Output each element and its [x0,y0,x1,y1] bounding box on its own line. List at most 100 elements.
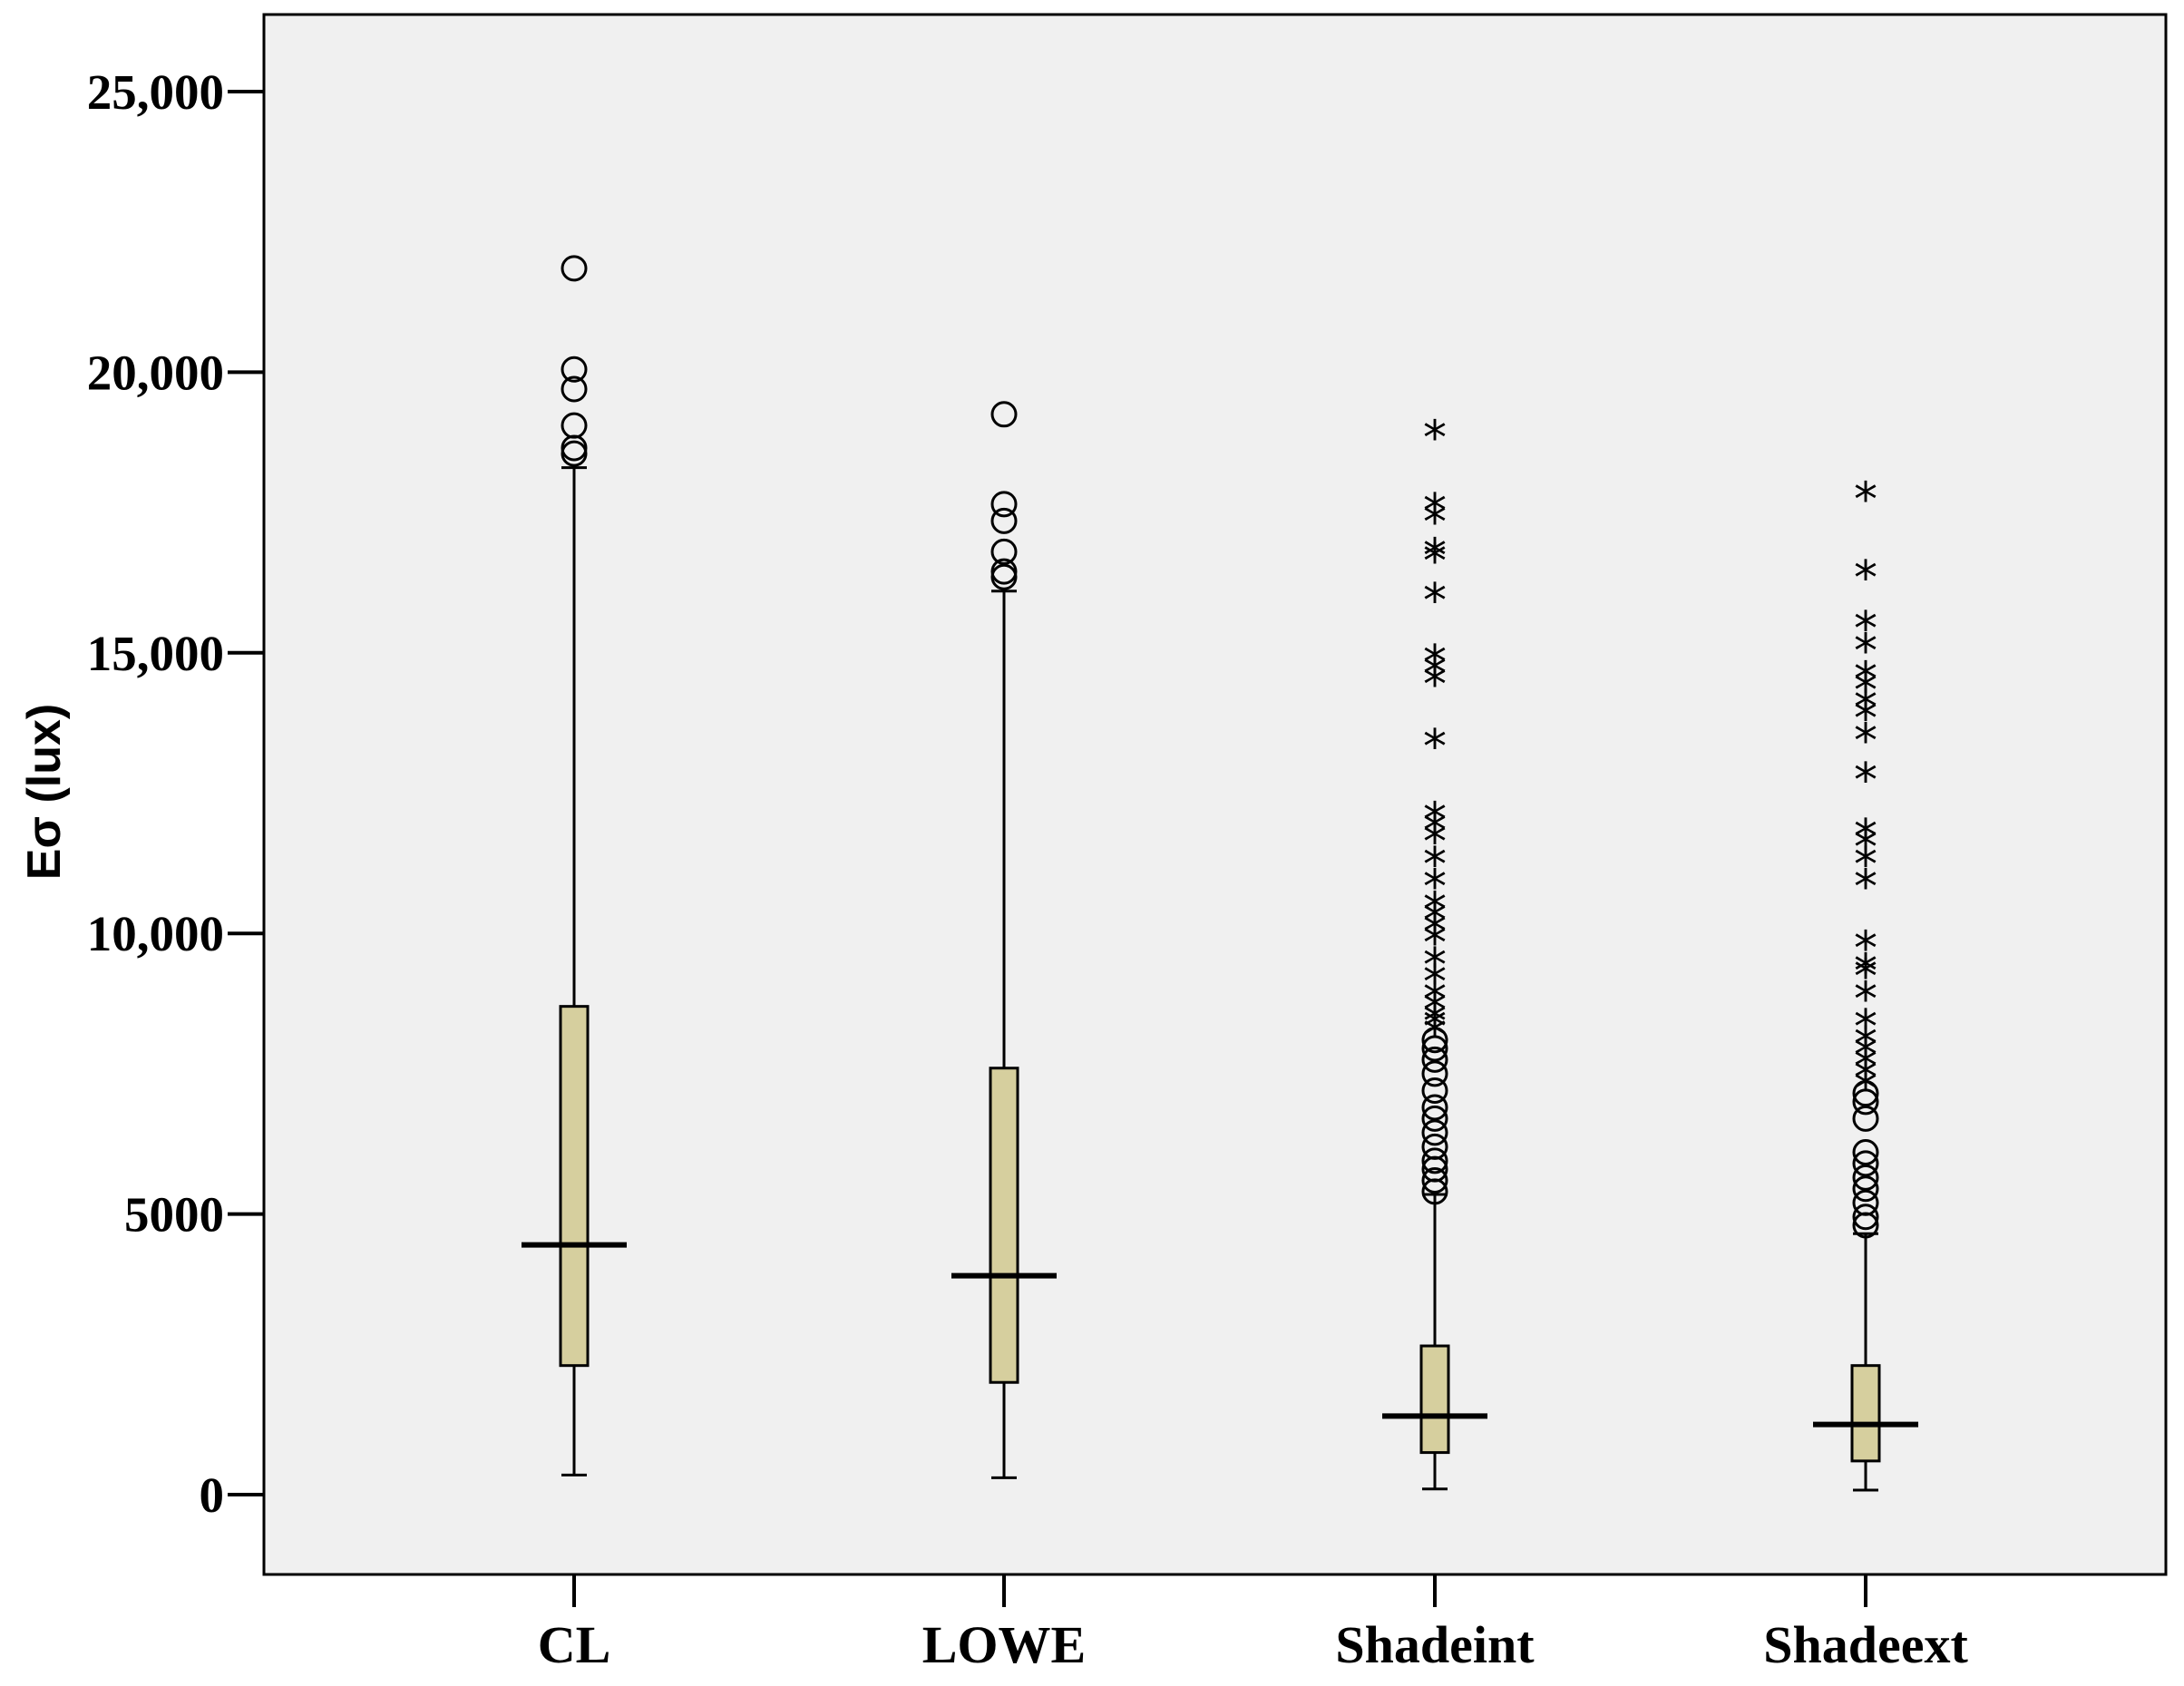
y-axis: 0 5000 10,000 15,000 20,000 25,000 [87,64,264,1523]
outlier-point [1852,1105,1879,1132]
extreme-point: * [1854,602,1877,657]
outlier-point [1852,1204,1879,1231]
extreme-point: * [1423,861,1447,915]
outlier-point [1421,1105,1448,1132]
extreme-point: * [1423,882,1447,937]
x-tick-label: CL [538,1615,611,1674]
extreme-point: * [1423,939,1447,993]
extreme-point: * [1423,529,1447,583]
outlier-point [561,440,588,467]
outlier-point [1421,1166,1448,1194]
extreme-point: * [1423,411,1447,465]
x-axis: CL LOWE Shadeint Shadeext [538,1574,1968,1674]
extreme-point: * [1854,1040,1877,1095]
extreme-point: * [1854,810,1877,864]
extreme-point: * [1423,956,1447,1010]
outlier-point [561,356,588,383]
outlier-point [1852,1139,1879,1166]
extreme-point: * [1423,838,1447,892]
outlier-point [1421,1046,1448,1073]
extreme-point: * [1423,1009,1447,1063]
extreme-point: * [1854,664,1877,718]
extreme-point: * [1854,473,1877,528]
outlier-point [1852,1164,1879,1191]
extreme-point: * [1423,905,1447,960]
extreme-point: * [1423,804,1447,859]
extreme-point: * [1854,944,1877,999]
extreme-point: * [1854,838,1877,892]
outlier-point [1852,1080,1879,1107]
extreme-point: * [1423,574,1447,629]
extreme-point: * [1423,815,1447,870]
plot-area [262,13,2168,1576]
extreme-point: * [1423,894,1447,949]
extreme-point: * [1854,922,1877,977]
outlier-point [1852,1189,1879,1216]
extreme-point: * [1854,754,1877,808]
box-lowe [951,401,1057,1479]
extreme-point: * [1854,625,1877,679]
outlier-point [1421,1035,1448,1062]
iqr-box [559,1005,590,1368]
y-tick-label: 10,000 [87,906,224,961]
extreme-point: * [1423,720,1447,775]
extreme-point: * [1423,995,1447,1049]
extreme-point: * [1854,1051,1877,1106]
extreme-point: * [1854,861,1877,915]
x-tick-label: LOWE [922,1615,1087,1674]
outlier-point [1852,1175,1879,1203]
outlier-point [1852,1150,1879,1177]
outlier-point [1421,1094,1448,1121]
extreme-point: * [1423,984,1447,1038]
extreme-point: * [1854,551,1877,606]
outlier-point [561,375,588,403]
outlier-point [990,563,1018,590]
extreme-point: * [1423,535,1447,590]
extreme-point: * [1854,1028,1877,1083]
extreme-point: * [1423,484,1447,539]
extreme-point: * [1854,1018,1877,1072]
extreme-point: * [1854,680,1877,735]
box-series: ****************************************… [522,255,1918,1492]
extreme-point: * [1423,647,1447,701]
extreme-point: * [1854,972,1877,1027]
outlier-point [1421,1133,1448,1160]
outlier-point [990,401,1018,428]
iqr-box [1850,1364,1881,1463]
extreme-point: * [1854,1000,1877,1055]
outlier-point [1852,1088,1879,1116]
y-tick-label: 0 [200,1467,225,1523]
outlier-point [1421,1027,1448,1054]
extreme-point: * [1854,715,1877,769]
x-tick-label: Shadeint [1335,1615,1535,1674]
box-shadeext: ************************ [1813,473,1918,1492]
x-tick-label: Shadeext [1763,1615,1968,1674]
outlier-point [990,491,1018,518]
outlier-point [1421,1060,1448,1087]
outlier-point [990,538,1018,565]
extreme-point: * [1423,793,1447,847]
box-shadeint: ************************** [1382,411,1487,1491]
iqr-box [989,1067,1019,1384]
extreme-point: * [1854,1062,1877,1116]
extreme-point: * [1423,916,1447,970]
outlier-point [1421,1077,1448,1104]
extreme-point: * [1423,972,1447,1027]
y-tick-label: 15,000 [87,626,224,681]
outlier-point [1421,1119,1448,1146]
y-tick-label: 5000 [124,1187,224,1243]
extreme-point: * [1423,636,1447,690]
extreme-point: * [1854,821,1877,875]
outlier-point [1421,1147,1448,1174]
extreme-point: * [1423,1000,1447,1055]
y-tick-label: 20,000 [87,345,224,400]
y-tick-label: 25,000 [87,64,224,120]
outlier-point [561,255,588,282]
extreme-point: * [1854,950,1877,1005]
extreme-point: * [1854,692,1877,746]
extreme-point: * [1423,495,1447,550]
extreme-point: * [1854,653,1877,707]
box-cl [522,255,627,1476]
extreme-point: * [1423,658,1447,713]
